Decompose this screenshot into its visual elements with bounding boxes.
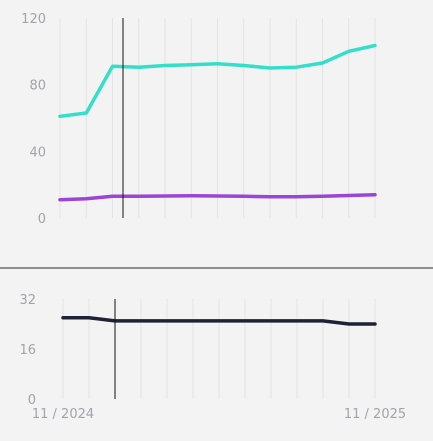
y-tick-label-0-1: 40 [29,145,46,160]
x-tick-label-1-0: 11 / 2024 [32,407,94,422]
y-tick-label-1-2: 32 [19,293,36,308]
series-line-0-1 [58,192,377,202]
y-tick-label-1-0: 0 [28,393,36,408]
y-tick-label-0-3: 120 [21,12,46,27]
y-tick-label-0-0: 0 [38,212,46,227]
y-tick-label-1-1: 16 [19,343,36,358]
x-tick-label-1-1: 11 / 2025 [344,407,406,422]
y-tick-label-0-2: 80 [29,79,46,94]
series-line-0-0 [58,43,377,119]
